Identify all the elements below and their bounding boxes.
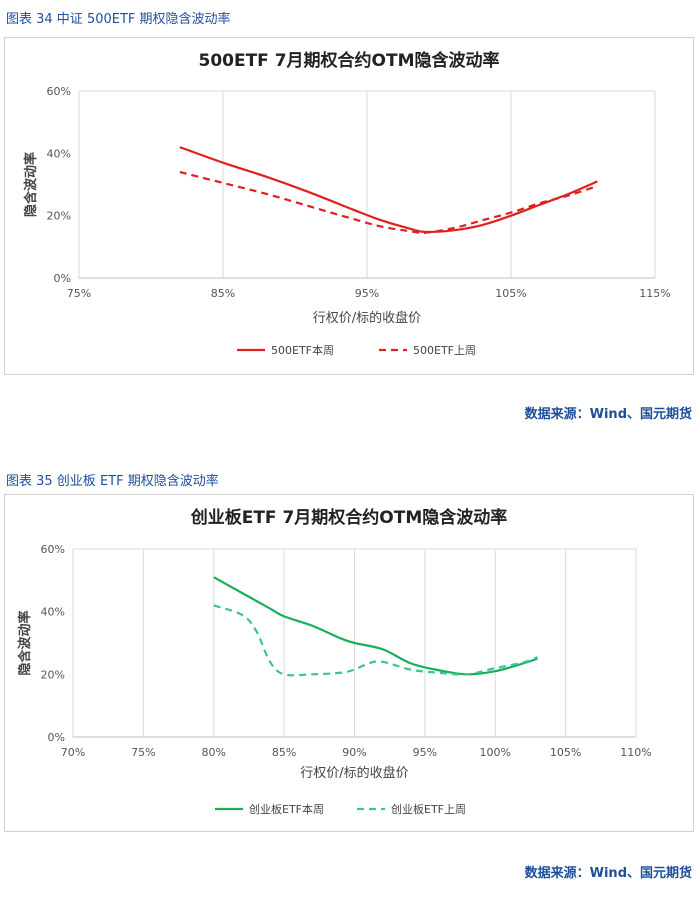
legend-label-1: 创业板ETF上周: [391, 802, 466, 816]
x-axis-label: 行权价/标的收盘价: [313, 310, 421, 326]
series-line-1: [213, 604, 538, 677]
y-axis-label: 隐含波动率: [17, 610, 33, 675]
series-line-1: [179, 170, 598, 235]
y-tick-label: 40%: [41, 606, 65, 619]
x-tick-label: 75%: [131, 746, 155, 759]
data-source-2: 数据来源：Wind、国元期货: [524, 866, 692, 881]
chart-500etf: 500ETF 7月期权合约OTM隐含波动率 75% 85% 95% 105% 115% 0%…: [23, 50, 671, 357]
x-tick-label: 90%: [342, 746, 366, 759]
y-tick-label: 0%: [54, 272, 71, 285]
figure-caption-2: 图表 35 创业板 ETF 期权隐含波动率: [6, 474, 219, 489]
legend-label-1: 500ETF上周: [413, 344, 476, 357]
y-axis-label: 隐含波动率: [23, 152, 39, 217]
chart-panel-1: 500ETF 7月期权合约OTM隐含波动率 75% 85% 95% 105% 115% 0%…: [4, 37, 694, 375]
legend-label-0: 创业板ETF本周: [249, 802, 324, 816]
x-tick-label: 110%: [620, 746, 651, 759]
x-tick-label: 105%: [550, 746, 581, 759]
x-axis-label: 行权价/标的收盘价: [300, 765, 408, 781]
x-tick-label: 105%: [495, 287, 526, 300]
chart-title: 500ETF 7月期权合约OTM隐含波动率: [198, 50, 499, 71]
x-tick-label: 80%: [202, 746, 226, 759]
x-tick-label: 95%: [355, 287, 379, 300]
y-tick-label: 40%: [47, 147, 71, 160]
series-line-0: [213, 576, 538, 676]
figure-caption-1: 图表 34 中证 500ETF 期权隐含波动率: [6, 12, 231, 27]
chart-title: 创业板ETF 7月期权合约OTM隐含波动率: [190, 507, 508, 528]
chart-chinext-etf: 创业板ETF 7月期权合约OTM隐含波动率 70% 75% 80% 85% 90% 95% 1…: [17, 507, 652, 816]
y-tick-label: 20%: [41, 668, 65, 681]
x-tick-label: 115%: [639, 287, 670, 300]
y-tick-label: 0%: [48, 731, 65, 744]
x-tick-label: 95%: [413, 746, 437, 759]
chart-panel-2: 创业板ETF 7月期权合约OTM隐含波动率 70% 75% 80% 85% 90% 95% 1…: [4, 494, 694, 832]
x-tick-label: 85%: [211, 287, 235, 300]
x-tick-label: 70%: [61, 746, 85, 759]
x-tick-label: 75%: [67, 287, 91, 300]
y-tick-label: 60%: [47, 85, 71, 98]
data-source-1: 数据来源：Wind、国元期货: [524, 407, 692, 422]
y-tick-label: 20%: [47, 210, 71, 223]
legend-label-0: 500ETF本周: [271, 343, 334, 357]
x-tick-label: 100%: [480, 746, 511, 759]
x-tick-label: 85%: [272, 746, 296, 759]
series-line-0: [179, 146, 598, 234]
y-tick-label: 60%: [41, 543, 65, 556]
